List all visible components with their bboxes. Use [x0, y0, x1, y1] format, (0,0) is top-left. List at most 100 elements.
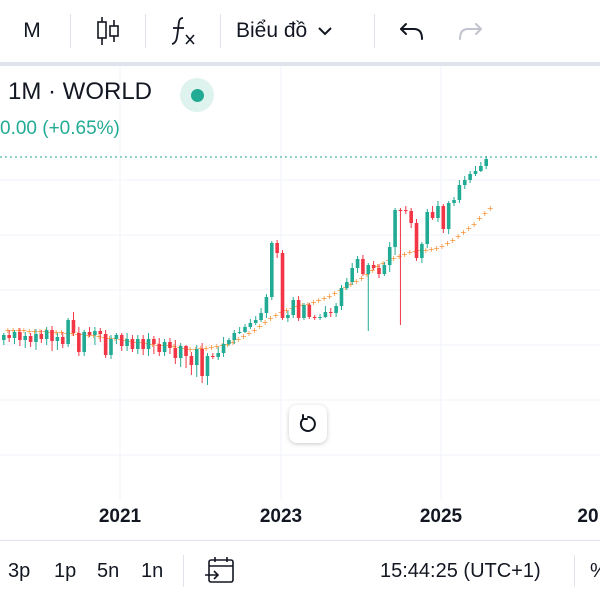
candle-body [60, 337, 65, 344]
candle-body [259, 313, 263, 320]
candle-body [211, 356, 215, 357]
ma-marker: + [455, 232, 462, 241]
symbol-title[interactable]: 1M · WORLD [8, 78, 152, 105]
candle-body [184, 346, 188, 356]
candle-body [398, 210, 403, 211]
ma-marker: + [353, 277, 360, 286]
bottom-divider [183, 555, 184, 587]
candle-body [157, 344, 162, 352]
ma-marker: + [235, 335, 242, 344]
ma-marker: + [213, 342, 220, 351]
ma-marker: + [423, 246, 430, 255]
ma-marker: + [197, 344, 204, 353]
ma-marker: + [256, 322, 263, 331]
ma-marker: + [240, 332, 247, 341]
candle-body [275, 243, 279, 253]
ma-marker: + [106, 334, 113, 343]
candle-body [479, 166, 483, 171]
date-range-button[interactable] [200, 541, 240, 600]
candle-body [178, 346, 183, 358]
ma-marker: + [401, 250, 408, 259]
price-change: 0.00 (+0.65%) [0, 118, 120, 139]
ma-marker: + [310, 298, 317, 307]
ma-marker: + [69, 329, 76, 338]
ma-marker: + [428, 245, 435, 254]
ma-marker: + [262, 318, 269, 327]
candle-body [371, 265, 376, 268]
toolbar-divider [145, 14, 146, 48]
ma-marker: + [267, 314, 274, 323]
candle-body [39, 334, 44, 339]
ma-marker: + [476, 214, 483, 223]
interval-button[interactable]: M [12, 0, 52, 62]
chart-menu-label: Biểu đồ [236, 19, 308, 42]
ma-marker: + [390, 254, 397, 263]
candle-body [468, 174, 472, 180]
candle-body [425, 212, 430, 244]
ma-marker: + [85, 331, 92, 340]
redo-button[interactable] [450, 0, 490, 62]
candle-body [34, 334, 38, 342]
candle-body [264, 297, 269, 313]
ma-marker: + [224, 340, 231, 349]
candle-body [77, 333, 81, 352]
candle-body [355, 259, 360, 268]
candle-body [152, 339, 156, 344]
candle-body [350, 268, 354, 282]
candle-body [430, 212, 435, 218]
market-status-dot [190, 88, 204, 102]
candle-body [302, 305, 306, 318]
chart-menu-button[interactable]: Biểu đồ [236, 0, 358, 62]
reset-chart-button[interactable] [289, 405, 327, 443]
x-tick-label: 2021 [98, 506, 142, 527]
x-tick-label: 2025 [419, 506, 463, 527]
candle-body [189, 356, 194, 365]
ma-marker: + [251, 326, 258, 335]
price-chart[interactable]: +++++++ ++ + +++ ++ + + ++++ +++++++++++++++++++… [0, 66, 600, 540]
candle-body [232, 333, 237, 340]
candle-body [162, 342, 167, 352]
ma-marker: + [380, 259, 387, 268]
chart-type-button[interactable] [86, 0, 130, 62]
ma-marker: + [96, 332, 103, 341]
ma-marker: + [326, 292, 333, 301]
market-status[interactable] [180, 78, 214, 112]
ma-marker: + [439, 242, 446, 251]
range-button-1n[interactable]: 1n [141, 559, 164, 582]
candle-body [109, 339, 113, 355]
indicators-button[interactable] [160, 0, 204, 62]
ma-marker: + [331, 289, 338, 298]
candle-body [248, 323, 253, 327]
range-button-5n[interactable]: 5n [97, 559, 120, 582]
toolbar-divider [70, 14, 71, 48]
candle-body [168, 342, 172, 348]
candle-body [339, 288, 344, 306]
ma-marker: + [4, 326, 11, 335]
candle-body [441, 206, 446, 229]
candle-body [307, 305, 312, 317]
candle-body [334, 306, 338, 313]
range-button-3p[interactable]: 3p [8, 559, 31, 582]
ma-marker: + [272, 311, 279, 320]
candle-body [318, 317, 322, 318]
fx-icon [171, 17, 195, 45]
candle-body [323, 312, 328, 317]
ma-marker: + [26, 327, 33, 336]
candle-body [205, 356, 210, 376]
ma-marker: + [171, 342, 178, 351]
clock-timezone[interactable]: 15:44:25 (UTC+1) [380, 559, 541, 582]
ma-marker: + [481, 209, 488, 218]
ma-marker: + [203, 344, 210, 353]
candle-body [44, 330, 49, 339]
ma-marker: + [449, 236, 456, 245]
ma-marker: + [149, 340, 156, 349]
ma-marker: + [406, 248, 413, 257]
candle-body [227, 340, 231, 344]
range-button-1p[interactable]: 1p [54, 559, 77, 582]
percent-toggle[interactable]: % [590, 541, 600, 600]
ma-marker: + [369, 266, 376, 275]
ma-marker: + [347, 280, 354, 289]
ma-marker: + [396, 252, 403, 261]
undo-button[interactable] [392, 0, 432, 62]
x-tick-label: 2023 [259, 506, 303, 527]
